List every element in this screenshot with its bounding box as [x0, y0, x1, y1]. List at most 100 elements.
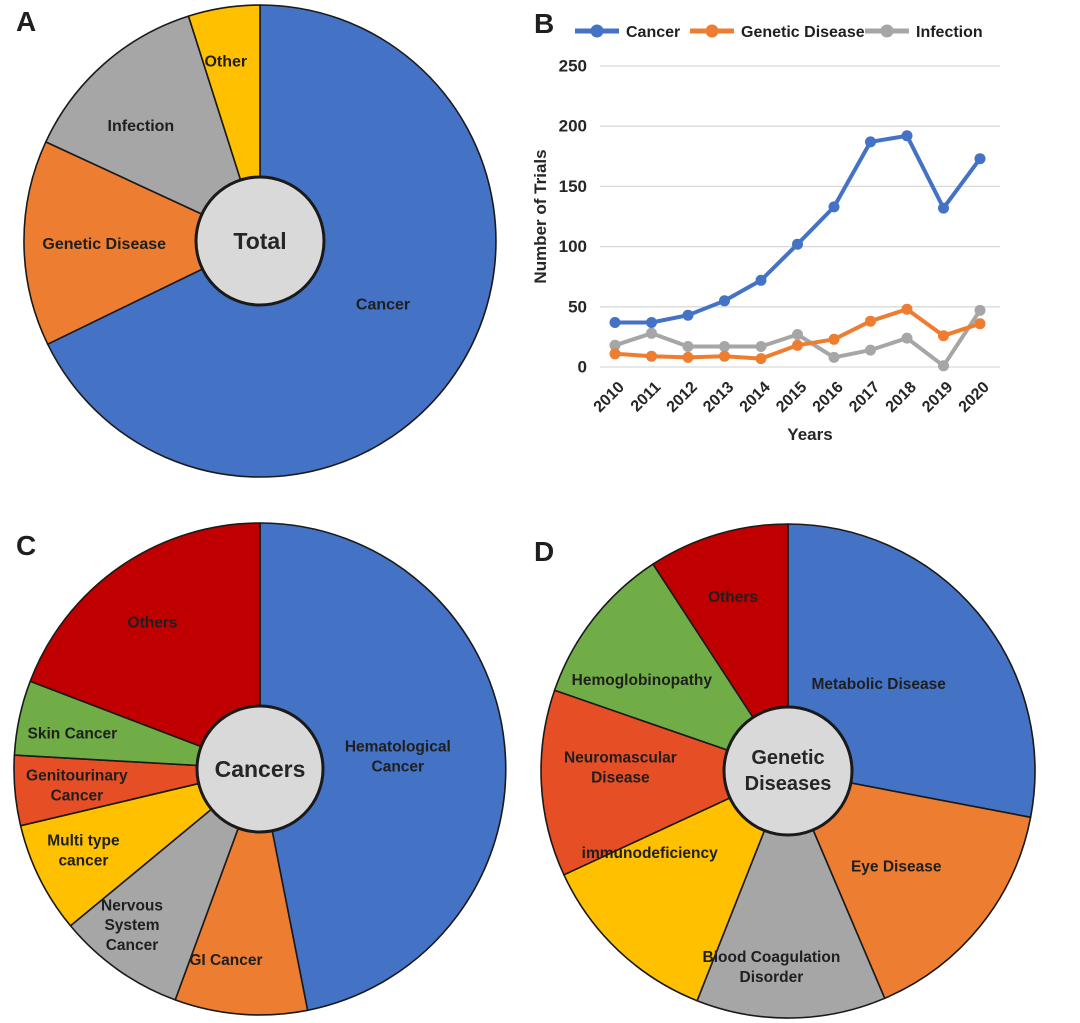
data-point-cancer-2015 [792, 238, 803, 250]
y-tick-label-150: 150 [559, 177, 587, 196]
data-point-infection-2015 [792, 329, 803, 340]
data-point-genetic-disease-2014 [755, 353, 767, 365]
data-point-genetic-disease-2017 [865, 315, 876, 327]
x-tick-label-2014: 2014 [737, 379, 774, 416]
pie-slice-infection [45, 15, 261, 242]
slice-label-nervous-system-cancer: Nervous System Cancer [101, 897, 163, 954]
data-point-cancer-2014 [755, 274, 767, 286]
legend-marker-genetic-disease [705, 24, 719, 38]
data-point-infection-2010 [609, 339, 621, 351]
pie-slice-hemoglobinopathy [553, 563, 789, 772]
data-point-cancer-2012 [682, 309, 694, 321]
pie-slice-blood-coagulation-disorder [696, 770, 886, 1019]
data-point-cancer-2016 [828, 201, 840, 213]
data-point-genetic-disease-2013 [719, 350, 730, 362]
x-tick-label-2017: 2017 [846, 379, 883, 416]
slice-label-others: Others [708, 589, 758, 606]
slice-label-genetic-disease: Genetic Disease [42, 236, 166, 253]
panel-c: C Hematological Cancer GI Cancer Nervous Sys… [0, 500, 520, 1023]
x-tick-label-2020: 2020 [956, 379, 993, 416]
slice-label-hemoglobinopathy: Hemoglobinopathy [572, 672, 713, 689]
x-tick-label-2012: 2012 [664, 379, 701, 416]
pie-slice-eye-disease [787, 770, 1032, 1000]
total-pie-chart: Cancer Genetic Disease Infection Other Total [23, 4, 497, 478]
data-point-infection-2012 [682, 341, 694, 352]
pie-slice-genetic-disease [23, 141, 261, 345]
data-point-genetic-disease-2011 [646, 350, 657, 362]
pie-slice-gi-cancer [174, 768, 309, 1016]
panel-a: A Cancer Genetic Disease Infection Other Tot… [0, 0, 520, 500]
panel-c-letter: C [16, 530, 37, 561]
data-point-cancer-2020 [974, 153, 986, 165]
y-tick-label-0: 0 [578, 358, 587, 377]
legend-label-cancer: Cancer [626, 24, 680, 41]
data-point-infection-2017 [865, 344, 876, 356]
slice-label-neuromascular-disease: Neuromascular Disease [564, 750, 677, 787]
pie-slice-others [29, 522, 261, 770]
y-tick-label-50: 50 [568, 297, 587, 316]
pie-slice-metabolic-disease [787, 523, 1036, 819]
x-tick-label-2016: 2016 [810, 379, 847, 416]
data-point-cancer-2018 [901, 130, 913, 142]
slice-label-genitourinary-cancer: Genitourinary Cancer [26, 767, 128, 804]
data-point-genetic-disease-2020 [974, 318, 986, 330]
panel-b-letter: B [534, 8, 555, 39]
data-point-infection-2011 [646, 327, 657, 339]
data-point-cancer-2017 [865, 136, 876, 148]
data-point-infection-2014 [755, 341, 767, 352]
slice-label-skin-cancer: Skin Cancer [28, 725, 118, 742]
x-tick-label-2018: 2018 [883, 379, 920, 416]
y-tick-label-100: 100 [559, 237, 587, 256]
x-tick-label-2019: 2019 [919, 379, 956, 416]
y-tick-label-250: 250 [559, 57, 587, 76]
slice-label-infection: Infection [108, 118, 175, 135]
cancers-pie-chart: Hematological Cancer GI Cancer Nervous Syste… [13, 522, 507, 1016]
slice-label-eye-disease: Eye Disease [851, 859, 942, 876]
donut-center-label-genetic-diseases: Genetic Diseases [745, 747, 832, 795]
slice-label-metabolic-disease: Metabolic Disease [811, 676, 946, 693]
slice-label-gi-cancer: GI Cancer [189, 952, 262, 969]
panel-d-letter: D [534, 536, 555, 567]
slice-label-other: Other [204, 54, 247, 71]
slice-label-others: Others [128, 615, 178, 632]
series-line-cancer [613, 133, 982, 325]
data-point-cancer-2013 [719, 295, 730, 307]
x-tick-label-2011: 2011 [628, 379, 665, 416]
slice-label-blood-coagulation-disorder: Blood Coagulation Disorder [703, 949, 841, 986]
pie-slice-nervous-system-cancer [69, 768, 261, 1001]
data-point-genetic-disease-2019 [938, 330, 949, 342]
data-point-genetic-disease-2016 [828, 333, 840, 345]
data-point-cancer-2010 [609, 317, 621, 328]
legend-label-infection: Infection [916, 24, 983, 41]
x-tick-label-2010: 2010 [591, 379, 628, 416]
pie-slice-multi-type-cancer [19, 768, 261, 927]
data-point-cancer-2011 [646, 317, 657, 328]
pie-slice-immunodeficiency [563, 770, 789, 1002]
y-tick-label-200: 200 [559, 117, 587, 136]
data-point-infection-2018 [901, 332, 913, 344]
data-point-infection-2016 [828, 351, 840, 363]
data-point-infection-2019 [938, 360, 949, 372]
pie-slice-hematological-cancer [259, 522, 507, 1012]
data-point-infection-2013 [719, 341, 730, 352]
genetic-diseases-pie-chart: Metabolic Disease Eye Disease Blood Coagul… [540, 523, 1036, 1019]
x-tick-label-2015: 2015 [773, 379, 810, 416]
pie-slice-others [652, 523, 789, 772]
slice-label-cancer: Cancer [356, 297, 410, 314]
panel-d: D Metabolic Disease Eye Disease Blood Coag… [520, 500, 1080, 1023]
slice-label-multi-type-cancer: Multi type cancer [47, 833, 120, 870]
donut-center-circle-total [194, 175, 326, 307]
donut-center-circle-genetic-diseases [722, 705, 854, 837]
slice-label-hematological-cancer: Hematological Cancer [345, 739, 451, 776]
legend-marker-cancer [590, 24, 604, 38]
data-point-genetic-disease-2012 [682, 351, 694, 363]
panel-a-letter: A [16, 6, 37, 37]
x-tick-label-2013: 2013 [700, 379, 737, 416]
data-point-genetic-disease-2015 [792, 339, 803, 351]
donut-center-label-cancers: Cancers [215, 756, 306, 782]
data-point-genetic-disease-2010 [609, 348, 621, 360]
x-axis-title: Years [787, 425, 832, 444]
donut-center-circle-cancers [195, 704, 325, 834]
